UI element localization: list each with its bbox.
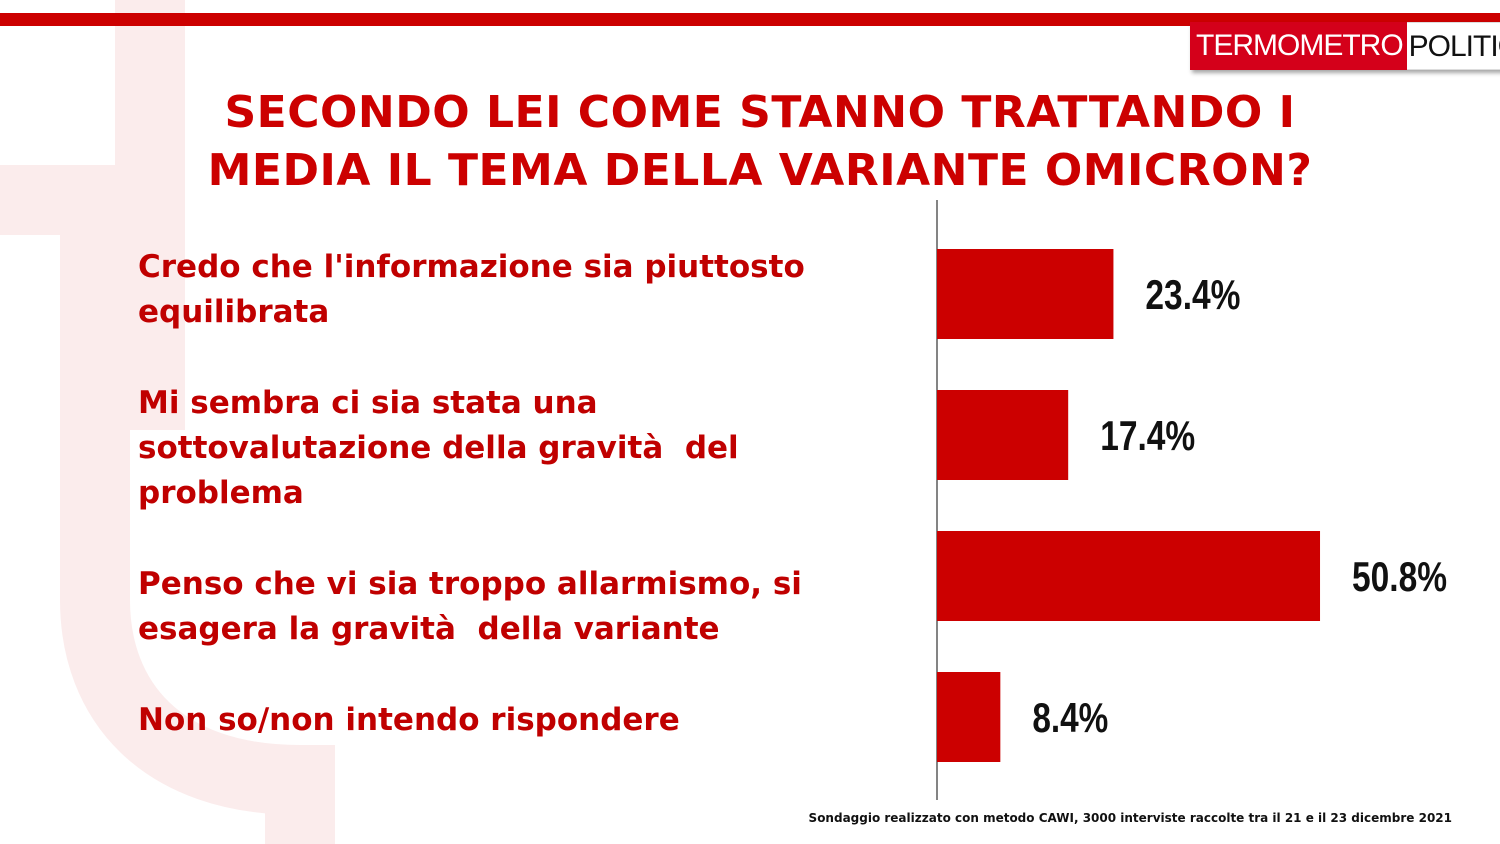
title-line-1: SECONDO LEI COME STANNO TRATTANDO I xyxy=(224,87,1296,138)
bar-1 xyxy=(937,249,1114,339)
category-label-2: Mi sembra ci sia stata una sottovalutazio… xyxy=(138,385,739,511)
category-label-1: Credo che l'informazione sia piuttosto eq… xyxy=(138,249,805,330)
bar-2 xyxy=(937,390,1069,480)
top-accent-bar xyxy=(0,13,1500,26)
bar-value-label-3: 50.8% xyxy=(1352,553,1447,600)
bar-value-label-2: 17.4% xyxy=(1100,412,1195,459)
logo-part-1: TERMOMETRO xyxy=(1190,22,1407,70)
logo-part-2: POLITICO xyxy=(1406,22,1500,70)
bar-value-label-4: 8.4% xyxy=(1032,694,1108,741)
bar-4 xyxy=(937,672,1001,762)
bar-value-label-1: 23.4% xyxy=(1145,271,1240,318)
bar-3 xyxy=(937,531,1321,621)
footnote: Sondaggio realizzato con metodo CAWI, 30… xyxy=(808,811,1452,825)
background-watermark xyxy=(0,0,335,844)
termometro-politico-logo: TERMOMETRO POLITICO xyxy=(1190,22,1500,70)
title-line-2: MEDIA IL TEMA DELLA VARIANTE OMICRON? xyxy=(207,145,1313,196)
chart-title: SECONDO LEI COME STANNO TRATTANDO I MEDI… xyxy=(120,84,1400,200)
category-label-4: Non so/non intendo rispondere xyxy=(138,702,680,738)
category-label-3: Penso che vi sia troppo allarmismo, si es… xyxy=(138,566,802,647)
bars-group: 23.4% 17.4% 50.8% 8.4% xyxy=(937,249,1447,762)
